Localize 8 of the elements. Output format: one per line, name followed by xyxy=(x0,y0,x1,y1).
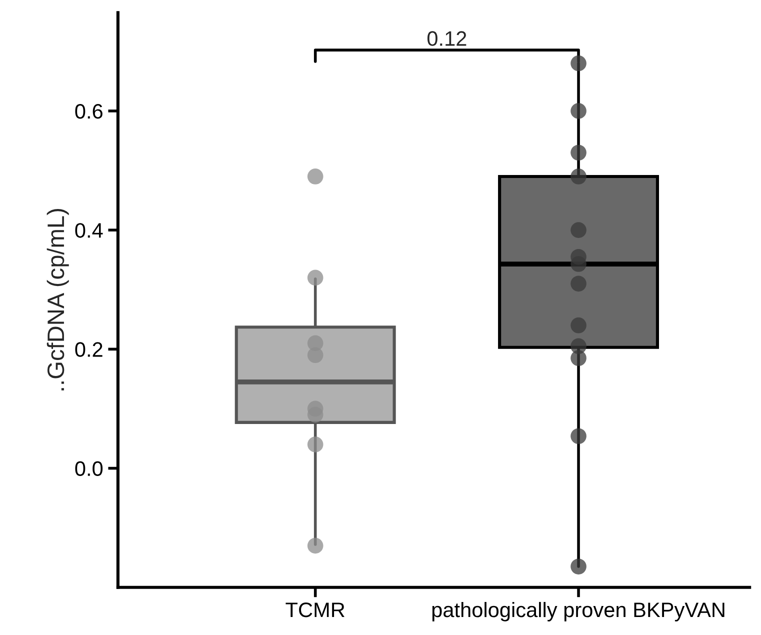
x-tick-label: TCMR xyxy=(286,602,344,618)
y-tick-label: 0.0 xyxy=(75,461,103,476)
y-axis-title: ..GcfDNA (cp/mL) xyxy=(46,209,69,390)
annotation: 0.12 xyxy=(427,31,466,46)
x-tick-label: pathologically proven BKPyVAN xyxy=(432,602,724,622)
y-tick-label: 0.2 xyxy=(75,342,102,357)
y-tick-label: 0.6 xyxy=(75,104,102,119)
y-tick-label: 0.4 xyxy=(75,223,103,238)
